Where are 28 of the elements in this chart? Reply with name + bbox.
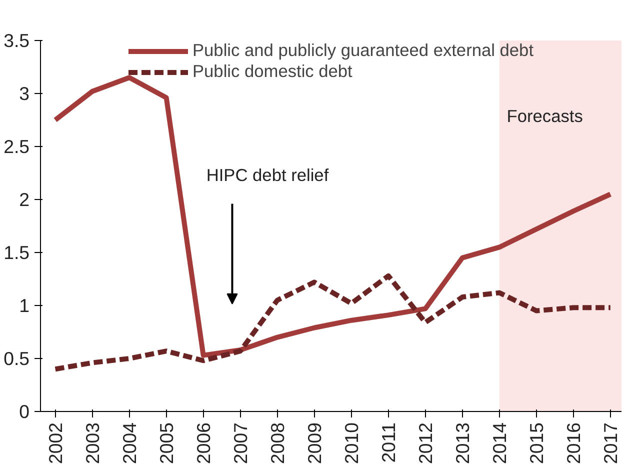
band-label: Forecasts bbox=[506, 106, 584, 126]
y-tick-label: 2.5 bbox=[4, 136, 30, 157]
x-tick-label: 2012 bbox=[414, 422, 436, 464]
x-tick-label: 2004 bbox=[118, 422, 140, 464]
x-tick-label: 2011 bbox=[378, 422, 399, 463]
y-tick-label: 1 bbox=[19, 295, 30, 316]
y-tick-label: 1.5 bbox=[4, 242, 30, 263]
y-tick-label: 3.5 bbox=[4, 30, 30, 51]
x-tick-label: 2014 bbox=[488, 422, 510, 464]
x-tick-label: 2017 bbox=[600, 422, 621, 464]
x-tick-label: 2003 bbox=[82, 422, 103, 464]
x-tick-label: 2007 bbox=[230, 422, 251, 464]
legend-label: Public and publicly guaranteed external debt bbox=[192, 40, 534, 61]
x-tick-label: 2013 bbox=[452, 422, 473, 464]
legend-label: Public domestic debt bbox=[192, 61, 352, 82]
x-tick-label: 2010 bbox=[340, 422, 362, 464]
y-tick-label: 2 bbox=[19, 189, 30, 210]
x-tick-label: 2016 bbox=[562, 422, 584, 464]
y-tick-label: 3 bbox=[19, 83, 30, 104]
y-tick-label: 0 bbox=[19, 401, 30, 422]
x-tick-label: 2015 bbox=[526, 422, 547, 464]
annotation: HIPC debt relief bbox=[206, 165, 329, 186]
x-tick-label: 2008 bbox=[266, 422, 288, 464]
x-tick-label: 2002 bbox=[44, 422, 66, 464]
y-tick-label: 0.5 bbox=[4, 348, 30, 369]
x-tick-label: 2006 bbox=[192, 422, 214, 464]
x-tick-label: 2005 bbox=[156, 422, 177, 464]
x-tick-label: 2009 bbox=[304, 422, 325, 464]
